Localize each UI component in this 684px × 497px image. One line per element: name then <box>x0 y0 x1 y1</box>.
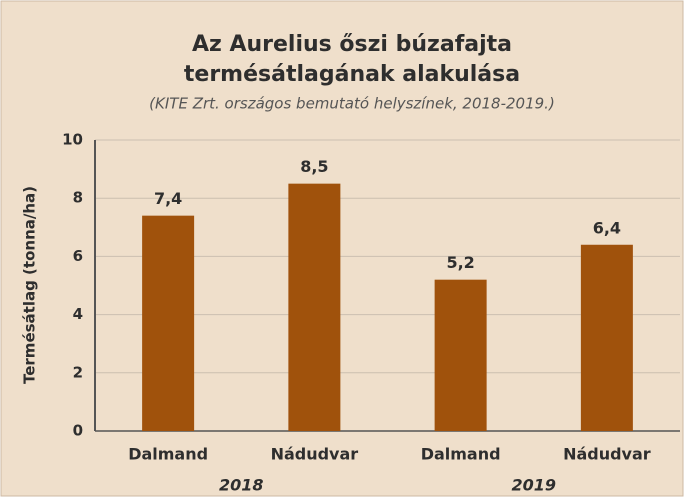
bar <box>142 215 195 431</box>
chart-title: Az Aurelius őszi búzafajta <box>192 32 512 57</box>
y-tick-label: 6 <box>73 247 83 265</box>
group-label: 2019 <box>511 476 556 495</box>
bar <box>288 183 341 431</box>
bar <box>434 279 487 431</box>
y-tick-label: 8 <box>73 189 83 207</box>
bar <box>580 244 633 431</box>
value-label: 5,2 <box>446 253 474 272</box>
y-tick-label: 2 <box>73 363 83 381</box>
y-tick-label: 10 <box>62 131 83 149</box>
x-tick-label: Nádudvar <box>271 445 359 464</box>
group-label: 2018 <box>219 476 264 495</box>
x-tick-label: Nádudvar <box>563 445 651 464</box>
y-tick-label: 0 <box>73 422 83 440</box>
chart-title: termésátlagának alakulása <box>184 62 520 87</box>
value-label: 8,5 <box>300 157 328 176</box>
y-axis-label: Termésátlag (tonna/ha) <box>21 186 39 384</box>
value-label: 7,4 <box>154 189 182 208</box>
value-label: 6,4 <box>593 218 621 237</box>
x-tick-label: Dalmand <box>128 445 208 464</box>
chart-subtitle: (KITE Zrt. országos bemutató helyszínek,… <box>149 95 555 113</box>
x-tick-label: Dalmand <box>421 445 501 464</box>
y-tick-label: 4 <box>73 305 83 323</box>
